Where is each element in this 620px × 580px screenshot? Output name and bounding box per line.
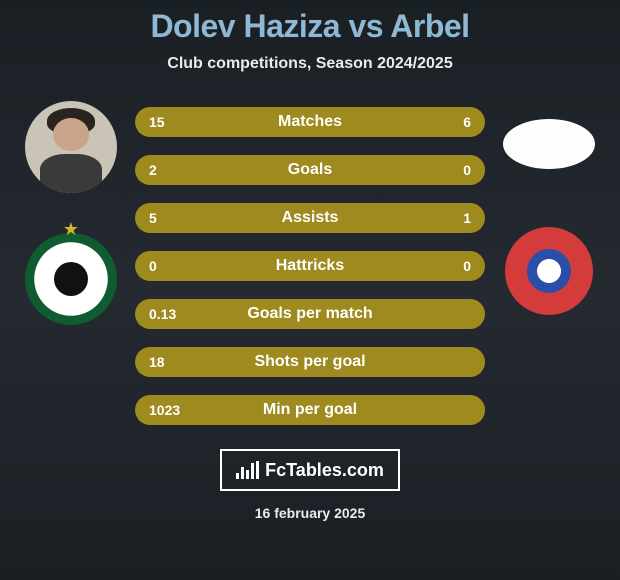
stat-row: 0Hattricks0 — [135, 251, 485, 281]
stat-row: 18Shots per goal — [135, 347, 485, 377]
player-right-avatar — [503, 119, 595, 169]
club-left-badge: ★ — [25, 233, 117, 325]
footer-date: 16 february 2025 — [255, 505, 366, 521]
page-title: Dolev Haziza vs Arbel — [150, 8, 469, 45]
stat-row: 1023Min per goal — [135, 395, 485, 425]
stat-row: 5Assists1 — [135, 203, 485, 233]
stat-value-right: 0 — [463, 162, 471, 178]
stat-row: 0.13Goals per match — [135, 299, 485, 329]
brand-text: FcTables.com — [265, 460, 384, 481]
club-right-badge — [505, 227, 593, 315]
stat-row: 15Matches6 — [135, 107, 485, 137]
stat-label: Goals — [135, 161, 485, 179]
brand-logo: FcTables.com — [220, 449, 400, 491]
stats-list: 15Matches62Goals05Assists10Hattricks00.1… — [135, 107, 485, 425]
stat-label: Shots per goal — [135, 353, 485, 371]
stat-value-right: 1 — [463, 210, 471, 226]
stat-value-right: 6 — [463, 114, 471, 130]
stat-label: Matches — [135, 113, 485, 131]
stat-label: Min per goal — [135, 401, 485, 419]
stat-label: Assists — [135, 209, 485, 227]
stat-label: Hattricks — [135, 257, 485, 275]
stat-label: Goals per match — [135, 305, 485, 323]
player-left-avatar — [25, 101, 117, 193]
player-left-col: ★ — [25, 101, 117, 325]
player-right-col — [503, 101, 595, 315]
chart-icon — [236, 461, 259, 479]
stat-row: 2Goals0 — [135, 155, 485, 185]
subtitle: Club competitions, Season 2024/2025 — [167, 55, 452, 73]
stat-value-right: 0 — [463, 258, 471, 274]
star-icon: ★ — [63, 219, 79, 240]
